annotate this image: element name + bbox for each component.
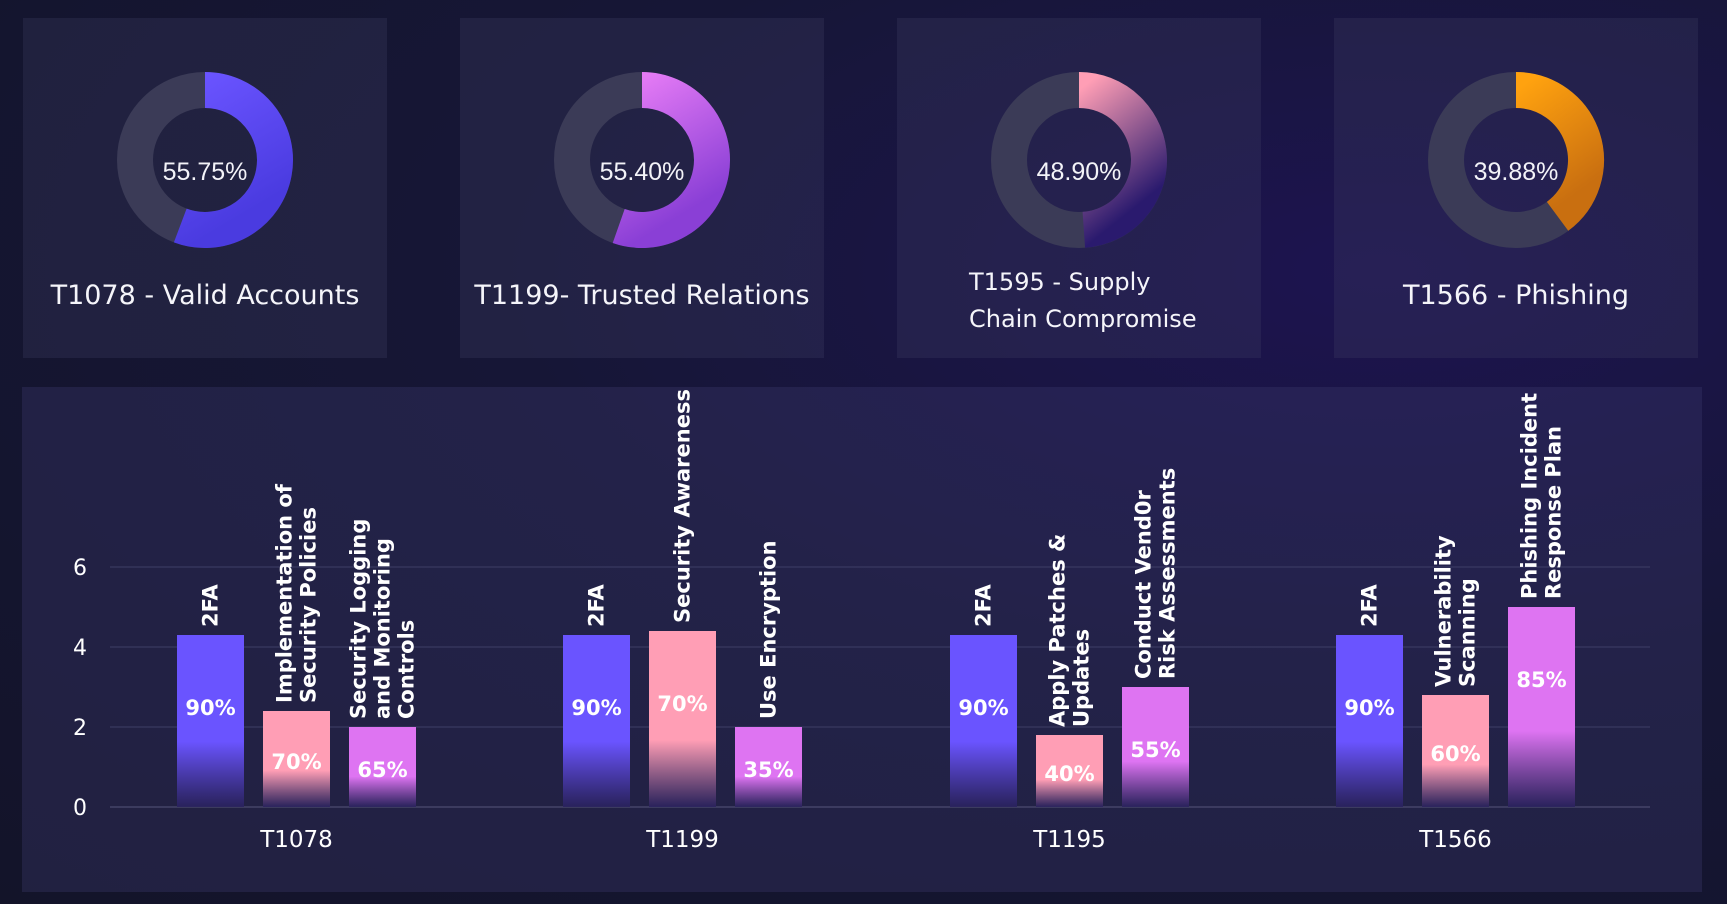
bar-value-label: 90%: [958, 696, 1008, 720]
donut-value: 55.75%: [162, 158, 248, 186]
bar-chart: 0 2 4 6 90% 2FA 70% Implementation ofSecurity P…: [73, 389, 1650, 853]
bar-value-label: 35%: [743, 758, 793, 782]
bar-value-label: 40%: [1044, 762, 1094, 786]
donut-value: 48.90%: [1036, 158, 1122, 186]
y-tick-label: 6: [73, 556, 87, 581]
bar-value-label: 70%: [657, 692, 707, 716]
donut-chart: [1428, 72, 1604, 248]
kpi-card-t1595: 48.90% T1595 - Supply Chain Compromise: [897, 18, 1261, 358]
y-tick-label: 2: [73, 716, 87, 741]
bar: [1036, 735, 1103, 807]
donut-chart: [554, 72, 730, 248]
card-label: T1595 - Supply Chain Compromise: [969, 268, 1197, 333]
bar-series-label: Implementation ofSecurity Policies: [273, 483, 321, 703]
bar-value-label: 60%: [1430, 742, 1480, 766]
card-label: T1199- Trusted Relations: [474, 280, 810, 311]
bar: [1336, 635, 1403, 807]
y-tick-label: 4: [73, 636, 87, 661]
bar-chart-panel: 0 2 4 6 90% 2FA 70% Implementation ofSecurity P…: [22, 387, 1702, 892]
donut-chart: [991, 72, 1167, 248]
bar-series-label: 2FA: [199, 583, 223, 627]
bar-value-label: 90%: [185, 696, 235, 720]
donut-chart: [117, 72, 293, 248]
kpi-card-t1566: 39.88% T1566 - Phishing: [1334, 18, 1698, 358]
bar: [1508, 607, 1575, 807]
x-category-label: T1078: [259, 827, 333, 853]
card-label: T1078 - Valid Accounts: [50, 280, 360, 311]
donut-segment: [1515, 72, 1604, 231]
donut-segment: [1078, 72, 1167, 248]
bar-value-label: 70%: [271, 750, 321, 774]
bar: [563, 635, 630, 807]
bar-series-label: 2FA: [1358, 583, 1382, 627]
bar-series-label: 2FA: [972, 583, 996, 627]
x-category-label: T1566: [1418, 827, 1492, 853]
donut-value: 55.40%: [599, 158, 685, 186]
bar-series-label: 2FA: [585, 583, 609, 627]
bar-value-label: 90%: [1344, 696, 1394, 720]
kpi-card-t1199: 55.40% T1199- Trusted Relations: [460, 18, 824, 358]
bar: [649, 631, 716, 807]
bar: [349, 727, 416, 807]
bar-series-label: Phishing IncidentResponse Plan: [1518, 393, 1566, 599]
bar-series-label: Security Loggingand MonitoringControls: [347, 519, 419, 719]
bar-value-label: 65%: [357, 758, 407, 782]
bar-value-label: 55%: [1130, 738, 1180, 762]
bar-value-label: 90%: [571, 696, 621, 720]
x-category-label: T1199: [645, 827, 719, 853]
donut-segment: [612, 72, 730, 248]
bar: [1122, 687, 1189, 807]
donut-value: 39.88%: [1473, 158, 1559, 186]
donut-segment: [173, 72, 293, 248]
bar-value-label: 85%: [1516, 668, 1566, 692]
y-tick-label: 0: [73, 796, 87, 821]
bar: [950, 635, 1017, 807]
bar-series-label: VulnerabilityScanning: [1432, 535, 1480, 687]
card-label: T1566 - Phishing: [1403, 280, 1629, 311]
x-category-label: T1195: [1032, 827, 1106, 853]
bar: [1422, 695, 1489, 807]
bar-series-label: Apply Patches &Updates: [1046, 534, 1094, 727]
bar: [735, 727, 802, 807]
bar: [263, 711, 330, 807]
bar: [177, 635, 244, 807]
kpi-card-t1078: 55.75% T1078 - Valid Accounts: [23, 18, 387, 358]
bar-series-label: Use Encryption: [757, 540, 781, 719]
bar-series-label: Conduct Vend0rRisk Assessments: [1132, 468, 1180, 679]
bar-series-label: Security Awareness: [671, 389, 695, 623]
